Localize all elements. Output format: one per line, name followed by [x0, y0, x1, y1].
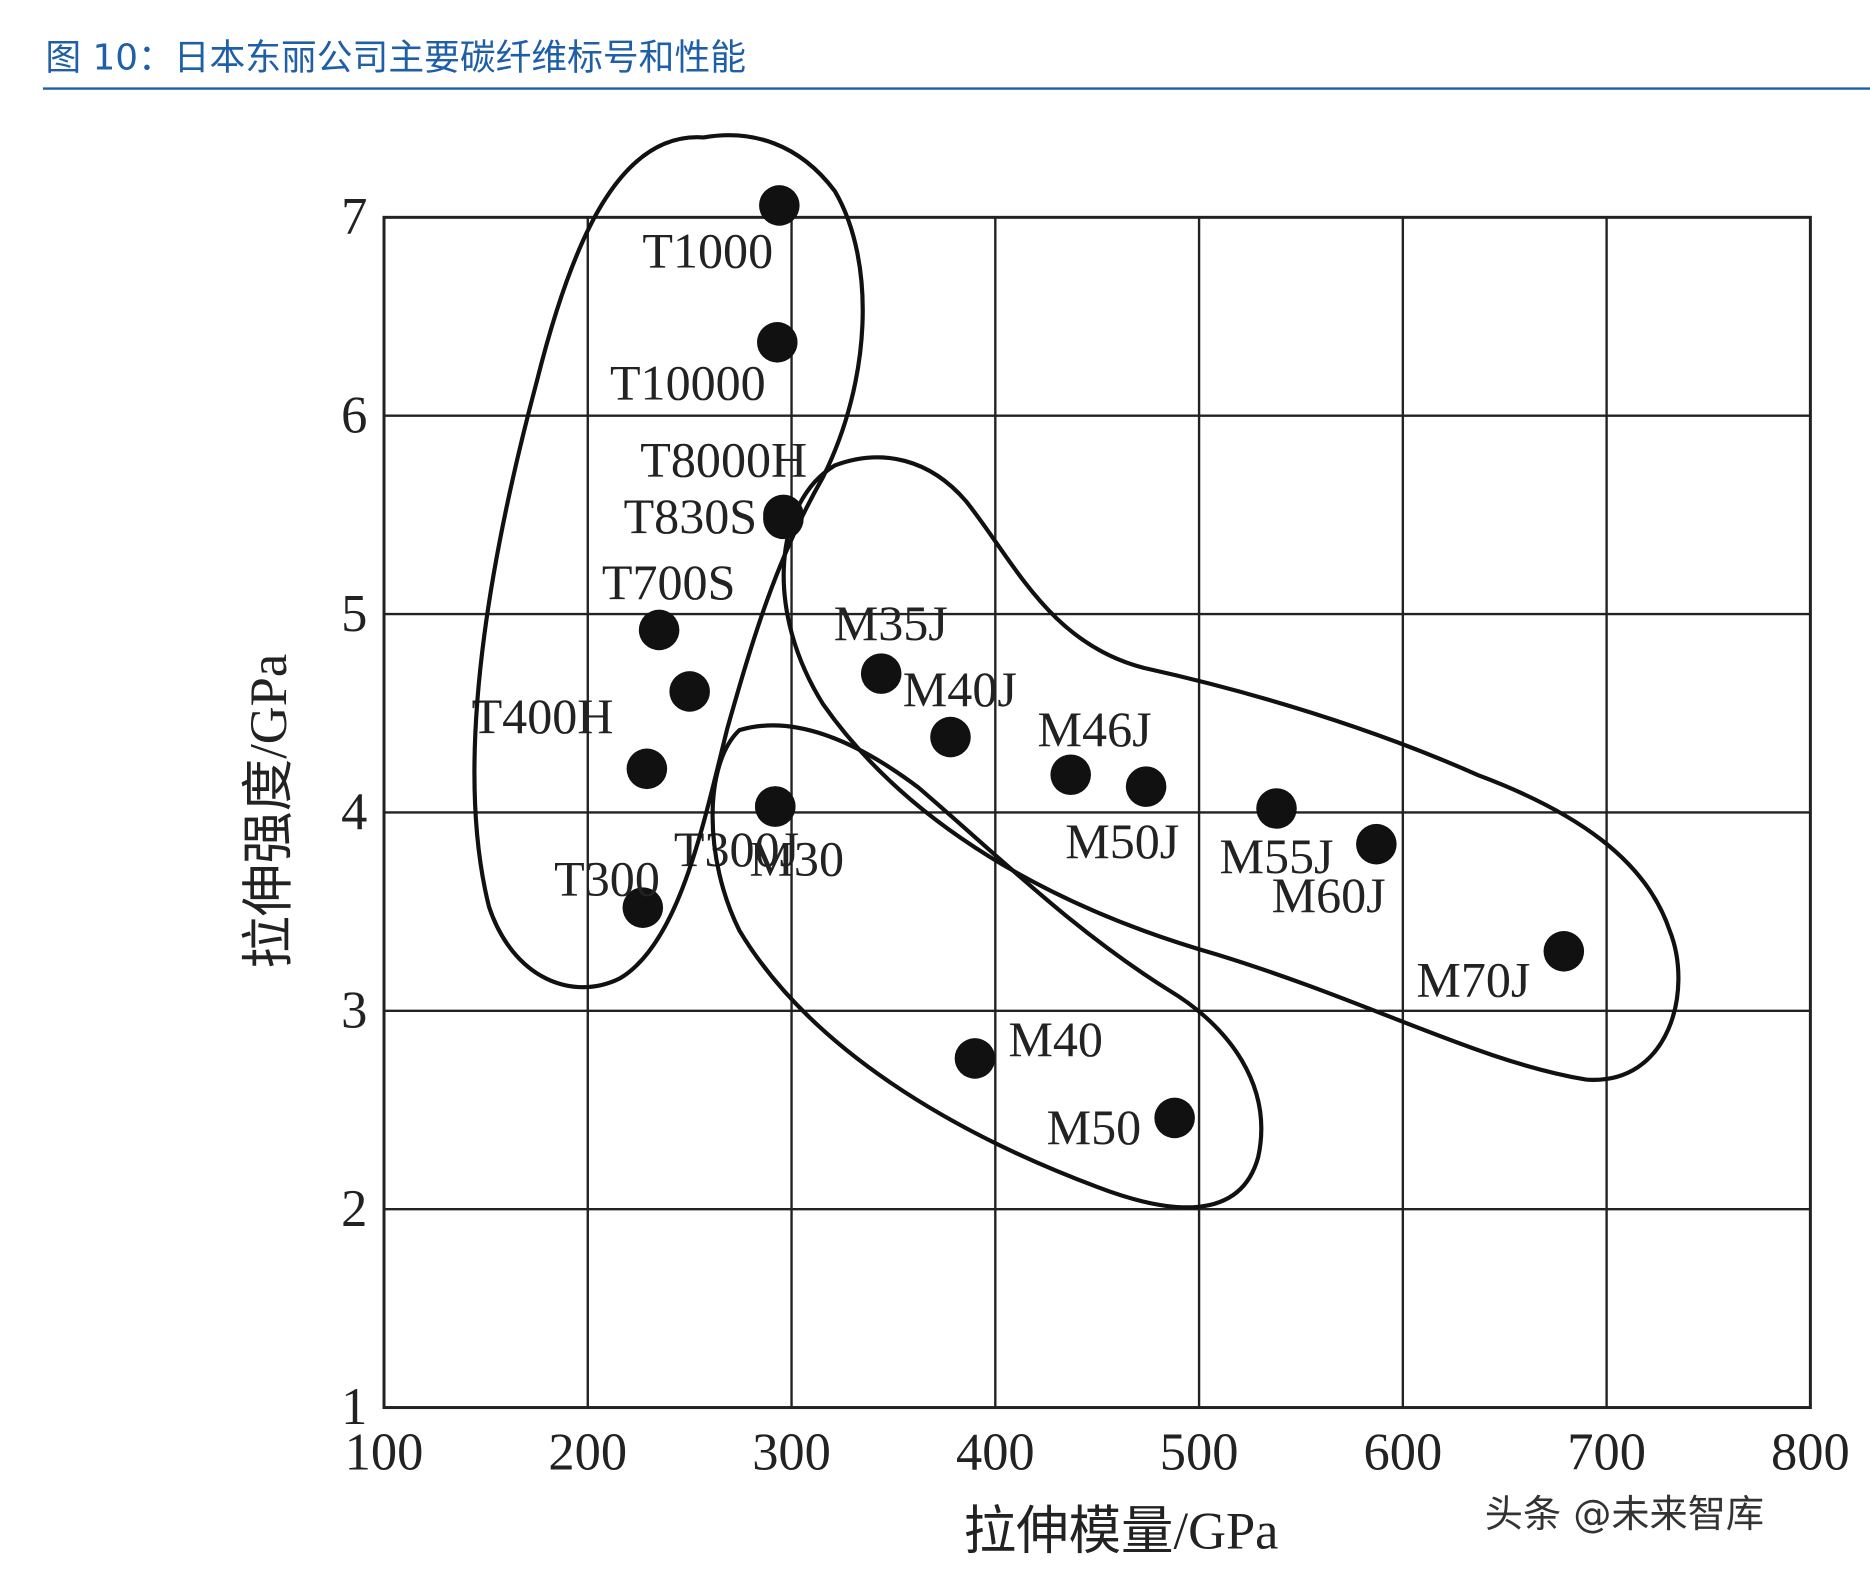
outline-m [710, 723, 1264, 1210]
x-tick-label: 700 [1567, 1424, 1646, 1482]
point-label: M46J [1038, 701, 1152, 757]
x-tick-label: 800 [1771, 1424, 1850, 1482]
outline-t [472, 133, 865, 990]
header-title: 图 10：日本东丽公司主要碳纤维标号和性能 [45, 37, 746, 78]
point [1125, 766, 1167, 807]
y-tick-label: 6 [341, 386, 367, 444]
y-tick-label: 7 [341, 188, 367, 246]
point-label: M55J [1219, 828, 1333, 884]
point-label: M60J [1272, 867, 1386, 923]
watermark: 头条 @未来智库 [1485, 1492, 1764, 1536]
point [1050, 754, 1091, 796]
point-label: T1000 [642, 222, 773, 278]
point [638, 609, 680, 651]
plot-frame [382, 215, 1812, 1410]
point-label: T830S [624, 488, 758, 544]
y-axis-label: 拉伸强度/GPa [240, 654, 298, 969]
y-tick-label: 5 [341, 585, 367, 643]
x-tick-label: 300 [752, 1424, 831, 1482]
point-label: T10000 [610, 355, 766, 411]
outline-mj [781, 455, 1681, 1082]
point [763, 498, 804, 540]
point [1256, 788, 1297, 829]
point [860, 653, 902, 694]
point-label: M70J [1416, 952, 1530, 1008]
x-tick-label: 200 [548, 1424, 627, 1482]
point-label: M40J [903, 661, 1017, 717]
point [1356, 823, 1397, 865]
point [1543, 931, 1585, 972]
point-label: T400H [472, 688, 614, 744]
point-label: M30 [749, 831, 844, 887]
point [1154, 1097, 1195, 1139]
x-axis-label: 拉伸模量/GPa [964, 1502, 1279, 1560]
y-tick-label: 3 [341, 982, 367, 1040]
point [759, 185, 800, 226]
y-tick-label: 4 [341, 783, 367, 841]
point-label: M40 [1008, 1011, 1103, 1067]
y-tick-label: 1 [341, 1378, 367, 1436]
point-label: T700S [602, 554, 736, 610]
point [930, 716, 971, 758]
point-label: M50J [1065, 813, 1179, 869]
point-label: T8000H [640, 432, 807, 488]
x-tick-label: 600 [1363, 1424, 1442, 1482]
x-tick-label: 100 [345, 1424, 424, 1482]
x-tick-label: 500 [1160, 1424, 1239, 1482]
point-label: M50 [1047, 1099, 1142, 1155]
point [757, 322, 798, 363]
point-label: M35J [834, 595, 948, 651]
point [754, 786, 796, 827]
point-label: T300 [554, 851, 660, 907]
point [622, 887, 664, 928]
point [626, 748, 668, 790]
y-tick-label: 2 [341, 1180, 367, 1238]
point [954, 1038, 996, 1079]
group-outlines [472, 133, 1681, 1210]
x-tick-label: 400 [956, 1424, 1035, 1482]
point [669, 671, 710, 712]
